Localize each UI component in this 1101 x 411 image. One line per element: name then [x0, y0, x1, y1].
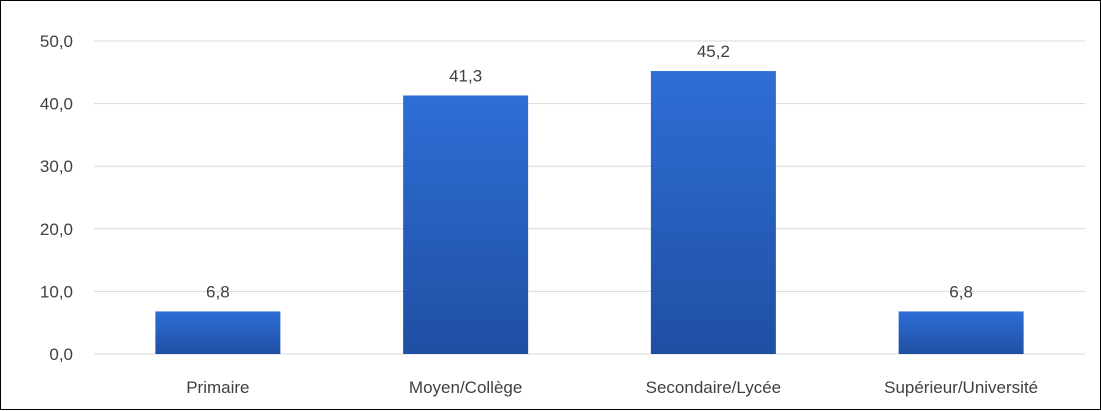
y-tick-label: 30,0 [40, 157, 73, 176]
bar [898, 311, 1024, 354]
data-label: 6,8 [949, 282, 973, 301]
x-category-label: Secondaire/Lycée [646, 378, 781, 397]
data-label: 6,8 [206, 282, 230, 301]
y-tick-label: 10,0 [40, 282, 73, 301]
data-labels: 6,8 41,3 45,2 6,8 [206, 42, 973, 301]
bars [155, 71, 1024, 354]
x-category-label: Moyen/Collège [409, 378, 522, 397]
y-axis-ticks: 0,0 10,0 20,0 30,0 40,0 50,0 [40, 32, 73, 364]
x-category-label: Supérieur/Université [884, 378, 1038, 397]
y-tick-label: 40,0 [40, 95, 73, 114]
bar [650, 71, 776, 354]
x-category-label: Primaire [186, 378, 249, 397]
data-label: 41,3 [449, 66, 482, 85]
gridlines [94, 40, 1085, 355]
bar [155, 311, 281, 354]
x-axis-categories: Primaire Moyen/Collège Secondaire/Lycée Sup… [186, 378, 1038, 397]
bar [403, 95, 529, 354]
y-tick-label: 0,0 [49, 345, 73, 364]
y-tick-label: 20,0 [40, 220, 73, 239]
data-label: 45,2 [697, 42, 730, 61]
y-tick-label: 50,0 [40, 32, 73, 51]
